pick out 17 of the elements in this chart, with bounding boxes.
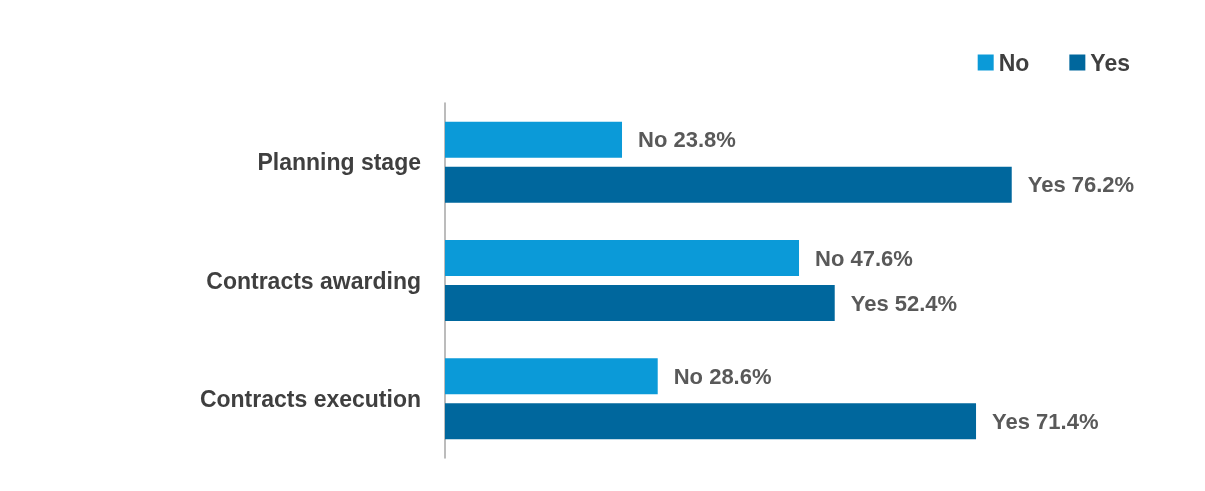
legend-label: No bbox=[998, 49, 1030, 76]
data-label: Yes 52.4% bbox=[850, 290, 958, 316]
data-label: Yes 76.2% bbox=[1027, 172, 1135, 198]
legend-label: Yes bbox=[1090, 49, 1130, 76]
bar bbox=[445, 166, 1012, 203]
data-label: Yes 71.4% bbox=[992, 408, 1099, 434]
bar bbox=[445, 240, 800, 276]
bar bbox=[445, 403, 977, 440]
bar bbox=[445, 285, 835, 321]
data-label: No 47.6% bbox=[815, 245, 913, 271]
data-label: No 28.6% bbox=[673, 363, 772, 389]
y-tick-label: Contracts awarding bbox=[206, 267, 421, 294]
bar bbox=[445, 121, 623, 158]
bar bbox=[445, 358, 658, 395]
data-label: No 23.8% bbox=[638, 127, 736, 153]
y-tick-label: Planning stage bbox=[257, 149, 421, 176]
y-tick-label: Contracts execution bbox=[199, 385, 421, 412]
